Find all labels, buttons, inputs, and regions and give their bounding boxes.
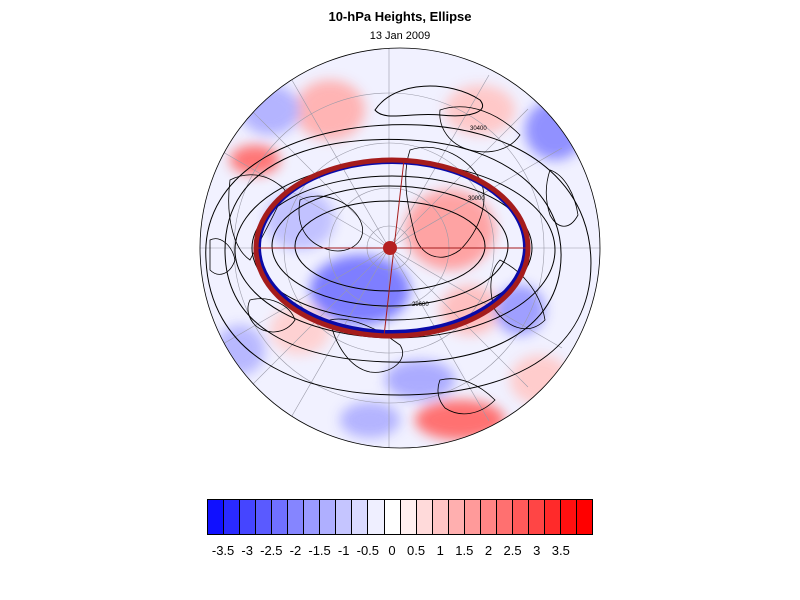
anomaly-field: 29600 30000 30400	[200, 48, 600, 448]
negative-anomaly	[525, 100, 585, 160]
colorbar-swatch	[288, 500, 305, 534]
map-border	[199, 47, 601, 449]
colorbar-swatch	[256, 500, 273, 534]
colorbar-swatch	[528, 500, 545, 534]
colorbar-labels: -3.5 -3 -2.5 -2 -1.5 -1 -0.5 0 0.5 1 1.5 2 2.5 3 3.5	[0, 543, 800, 563]
colorbar-swatch	[384, 500, 401, 534]
negative-anomaly	[310, 255, 410, 325]
colorbar-swatch	[272, 500, 289, 534]
colorbar-swatch	[512, 500, 529, 534]
negative-anomaly	[240, 85, 300, 135]
positive-anomaly	[295, 80, 365, 140]
coastlines	[209, 106, 579, 415]
colorbar-swatch	[304, 500, 321, 534]
colorbar-swatch	[432, 500, 449, 534]
colorbar-tick-label: -3.5	[211, 543, 235, 558]
colorbar-swatch	[544, 500, 562, 534]
negative-anomaly	[340, 402, 400, 438]
colorbar-swatch	[352, 500, 369, 534]
map-date: 13 Jan 2009	[369, 30, 431, 42]
colorbar-swatch	[561, 500, 578, 534]
colorbar-tick-label: -2.5	[260, 543, 283, 558]
colorbar-tick-label: 3	[533, 543, 541, 558]
colorbar-tick-label: 0	[388, 543, 396, 558]
colorbar-swatch	[480, 500, 497, 534]
positive-anomaly	[415, 400, 505, 440]
colorbar-swatch	[577, 500, 593, 534]
colorbar-tick-label: 3.5	[551, 543, 570, 558]
contour-label: 29600	[412, 302, 429, 308]
colorbar-tick-label: -0.5	[356, 543, 380, 558]
colorbar-swatch	[224, 500, 241, 534]
colorbar-swatch	[336, 500, 353, 534]
colorbar-swatch	[400, 500, 417, 534]
colorbar-swatch	[416, 500, 433, 534]
colorbar-tick-label: -2	[289, 543, 302, 558]
colorbar-tick-label: -3	[241, 543, 253, 558]
colorbar-tick-label: 1	[436, 543, 444, 558]
colorbar-tick-label: 2	[484, 543, 493, 558]
map-title: 10-hPa Heights, Ellipse	[328, 9, 472, 24]
positive-anomaly	[405, 190, 495, 270]
colorbar-swatch	[240, 500, 257, 534]
colorbar	[207, 499, 593, 535]
positive-anomaly	[510, 355, 570, 405]
contour-label: 30400	[470, 126, 487, 132]
colorbar-swatch	[208, 500, 225, 534]
colorbar-tick-label: -1	[337, 543, 350, 558]
contour-label: 30000	[468, 196, 485, 202]
colorbar-swatch	[496, 500, 513, 534]
positive-anomaly	[230, 145, 280, 175]
ellipse-center-marker	[383, 241, 397, 255]
colorbar-tick-label: 2.5	[503, 543, 522, 558]
colorbar-swatch	[320, 500, 337, 534]
colorbar-tick-label: -1.5	[308, 543, 331, 558]
colorbar-swatch	[448, 500, 465, 534]
colorbar-swatch	[464, 500, 481, 534]
colorbar-tick-label: 0.5	[407, 543, 426, 558]
colorbar-swatch	[368, 500, 385, 534]
colorbar-tick-label: 1.5	[455, 543, 474, 558]
